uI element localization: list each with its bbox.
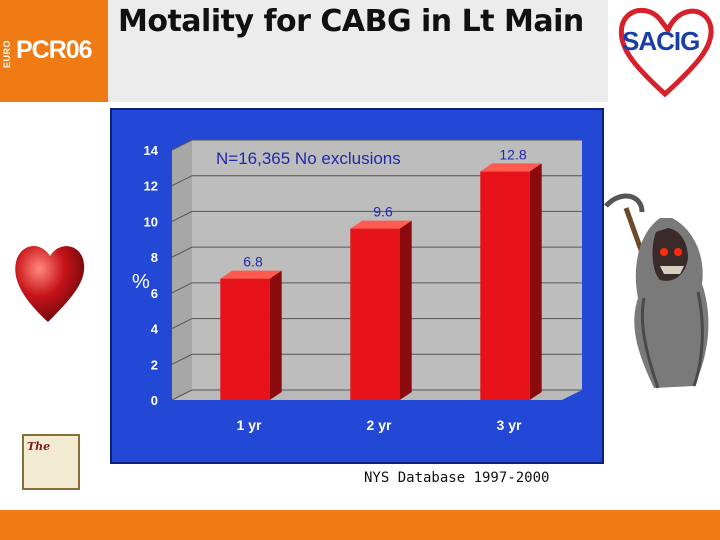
heart-outline-icon — [618, 7, 714, 98]
x-tick-label: 2 yr — [367, 417, 392, 433]
source-note: NYS Database 1997-2000 — [364, 470, 550, 486]
bar — [350, 220, 412, 400]
bar-top — [220, 270, 282, 279]
page-title: Motality for CABG in Lt Main — [118, 4, 584, 39]
sacig-logo — [612, 2, 718, 100]
y-tick-label: 0 — [151, 393, 158, 408]
gridline — [171, 210, 582, 222]
chart-bars — [220, 163, 542, 400]
sacig-logo-text: SACIG — [622, 26, 700, 56]
bar-side — [269, 270, 282, 400]
x-tick-labels: 1 yr 2 yr 3 yr — [237, 417, 522, 433]
chart-annotation: N=16,365 No exclusions — [216, 149, 401, 168]
bar-front — [480, 171, 530, 400]
y-tick-label: 4 — [151, 322, 159, 337]
heart-illustration — [15, 245, 85, 322]
bar-top — [350, 220, 412, 229]
bottom-bar — [0, 510, 720, 540]
x-tick-label: 3 yr — [497, 417, 522, 433]
data-labels: 6.8 9.6 12.8 — [243, 146, 527, 269]
chart-side-wall — [172, 140, 192, 400]
bar — [220, 270, 282, 400]
y-tick-label: 12 — [144, 179, 158, 194]
gridline — [171, 353, 582, 365]
y-tick-label: 10 — [144, 214, 158, 229]
x-tick-label: 1 yr — [237, 417, 262, 433]
gridline — [171, 318, 582, 330]
bar-side — [529, 163, 542, 400]
bar-front — [220, 278, 270, 400]
data-label: 9.6 — [373, 204, 393, 220]
y-tick-label: 2 — [151, 357, 158, 372]
gridline — [171, 139, 582, 151]
logo-text: PCR06 — [16, 36, 93, 64]
bar-chart: 0 2 4 6 8 10 12 14 1 yr 2 yr 3 yr 6.8 9.6 12.8 % N=… — [132, 139, 582, 433]
grim-reaper-illustration — [604, 193, 709, 389]
y-tick-label: 8 — [151, 250, 158, 265]
data-label: 12.8 — [499, 146, 526, 162]
logo-prefix: EURO — [2, 39, 12, 68]
y-tick-labels: 0 2 4 6 8 10 12 14 — [144, 143, 159, 408]
y-axis-label: % — [132, 271, 150, 293]
bar-side — [399, 220, 412, 400]
gridline — [171, 389, 582, 401]
bar — [480, 163, 542, 400]
chart-gridlines — [171, 139, 582, 401]
book-cover-badge: The — [22, 434, 80, 490]
y-tick-label: 6 — [151, 286, 158, 301]
bar-front — [350, 228, 400, 400]
chart-panel: 0 2 4 6 8 10 12 14 1 yr 2 yr 3 yr 6.8 9.6 12.8 % N=… — [110, 108, 604, 464]
gridline — [171, 282, 582, 294]
gridline — [171, 246, 582, 258]
bar-top — [480, 163, 542, 172]
y-tick-label: 14 — [144, 143, 159, 158]
title-band — [108, 0, 608, 102]
badge-text: The — [27, 440, 51, 453]
data-label: 6.8 — [243, 254, 263, 270]
europcr-logo: EURO PCR06 — [0, 0, 108, 102]
gridline — [171, 175, 582, 187]
